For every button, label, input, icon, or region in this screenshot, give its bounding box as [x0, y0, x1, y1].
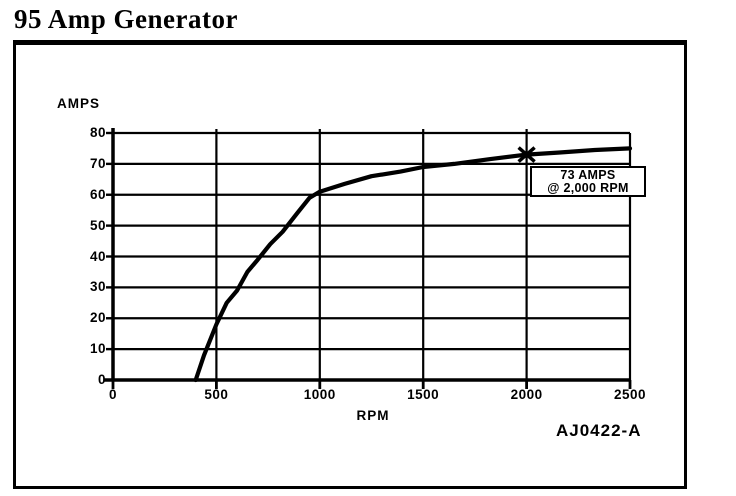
y-tick-label: 30	[89, 279, 106, 295]
x-tick-label: 500	[204, 387, 229, 402]
y-tick-label: 70	[89, 155, 106, 171]
x-tick-label: 1000	[303, 387, 336, 402]
y-axis-title: AMPS	[57, 96, 101, 111]
x-tick-label: 1500	[407, 387, 440, 402]
callout-rpm-value: @ 2,000 RPM	[547, 180, 629, 195]
x-tick-label: 0	[108, 387, 117, 402]
y-tick-label: 0	[97, 372, 106, 387]
y-tick-label: 40	[89, 248, 106, 264]
y-tick-label: 60	[89, 186, 106, 202]
callout-amps-value: 73 AMPS	[560, 167, 616, 182]
data-point-callout: 73 AMPS @ 2,000 RPM	[530, 166, 646, 197]
generator-output-curve	[193, 146, 633, 383]
y-tick-label: 80	[89, 125, 106, 140]
x-axis-title: RPM	[356, 408, 390, 423]
x-tick-label: 2000	[510, 387, 543, 402]
x-tick-label: 2500	[613, 387, 647, 402]
y-tick-label: 20	[89, 310, 106, 326]
figure-code: AJ0422-A	[556, 421, 642, 440]
figure-frame	[13, 40, 687, 489]
y-tick-label: 50	[89, 217, 106, 233]
y-tick-label: 10	[89, 341, 106, 357]
data-point-x-marker	[517, 146, 536, 163]
page-title: 95 Amp Generator	[14, 4, 238, 34]
